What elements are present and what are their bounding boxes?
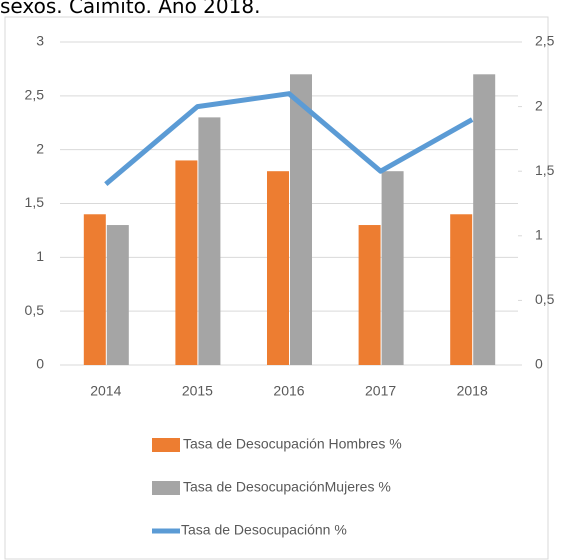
y-tick-label: 0 (36, 356, 44, 372)
bar (358, 225, 381, 365)
bar (450, 214, 473, 365)
y-tick-label: 2,5 (25, 87, 45, 103)
legend-swatch (152, 438, 180, 452)
x-tick-label: 2015 (182, 383, 213, 399)
bar (381, 171, 404, 365)
line (104, 91, 474, 187)
y-tick-label: 1 (36, 248, 44, 264)
y-tick-label: 3 (36, 33, 44, 49)
y2-tick-label: 0,5 (535, 291, 555, 307)
bar (473, 74, 496, 366)
legend-label: Tasa de Desocupación Hombres % (183, 436, 402, 452)
bar (290, 74, 312, 366)
legend-swatch (152, 481, 180, 495)
bar (175, 160, 198, 365)
y-tick-label: 2 (36, 140, 44, 156)
bar (106, 225, 129, 365)
y-tick-label: 0,5 (25, 302, 45, 318)
y2-tick-label: 0 (535, 356, 543, 372)
bar (198, 117, 221, 365)
legend-label: Tasa de Desocupaciónn % (181, 522, 347, 538)
y2-tick-label: 2 (535, 97, 543, 113)
legend-label: Tasa de DesocupaciónMujeres % (183, 479, 391, 495)
x-tick-label: 2016 (273, 383, 304, 399)
y2-tick-label: 1 (535, 227, 543, 243)
y2-tick-label: 1,5 (535, 162, 555, 178)
x-tick-label: 2018 (457, 383, 488, 399)
bar (83, 214, 106, 365)
y-tick-label: 1,5 (25, 194, 45, 210)
chart-title: sexos. Caimito. Año 2018. (0, 0, 260, 18)
x-tick-label: 2017 (365, 383, 396, 399)
x-tick-label: 2014 (90, 383, 121, 399)
bar (267, 171, 289, 365)
y2-tick-label: 2,5 (535, 33, 555, 49)
